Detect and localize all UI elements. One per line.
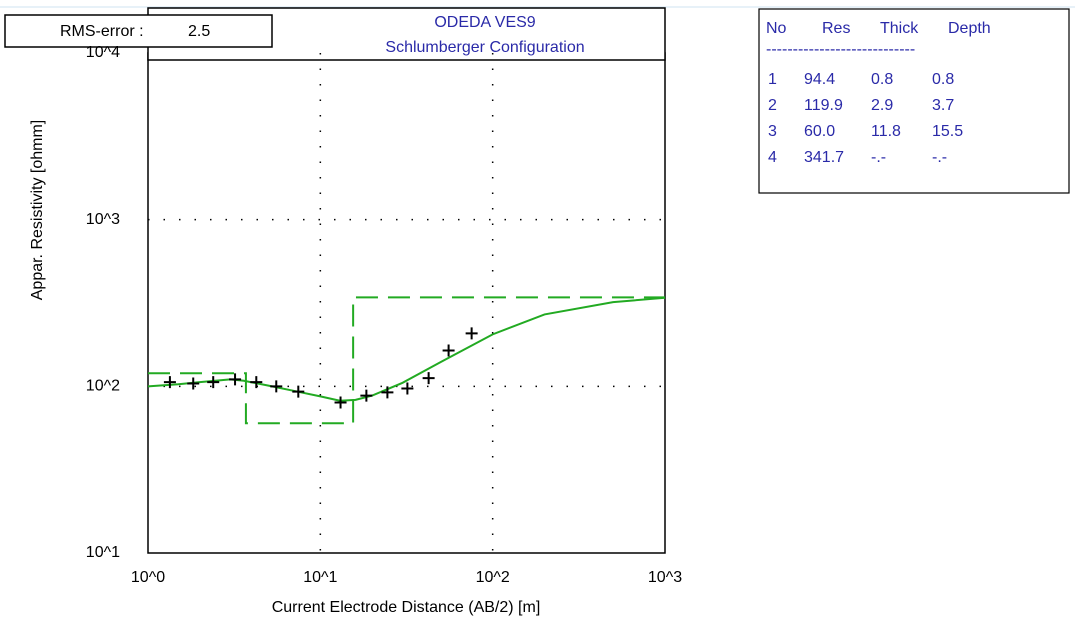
x-tick-label: 10^3 — [648, 569, 682, 586]
table-header: Res — [822, 20, 850, 37]
y-tick-label: 10^1 — [86, 544, 120, 561]
observed-point — [187, 377, 200, 390]
rms-value: 2.5 — [188, 23, 210, 40]
table-cell: 11.8 — [871, 123, 901, 140]
table-cell: 94.4 — [804, 71, 835, 88]
observed-point — [422, 372, 435, 385]
observed-point — [360, 389, 373, 402]
y-tick-label: 10^3 — [86, 211, 120, 228]
observed-point — [334, 396, 347, 409]
observed-point — [442, 344, 455, 357]
table-cell: 1 — [768, 71, 777, 88]
y-tick-label: 10^2 — [86, 378, 120, 395]
y-tick-label: 10^4 — [86, 44, 120, 61]
table-cell: 0.8 — [932, 71, 954, 88]
layer-table-box — [758, 8, 1070, 194]
observed-point — [465, 327, 478, 340]
table-header: Depth — [948, 20, 991, 37]
x-tick-label: 10^1 — [303, 569, 337, 586]
table-cell: -.- — [932, 149, 947, 166]
table-cell: 60.0 — [804, 123, 835, 140]
table-cell: 2.9 — [871, 97, 893, 114]
table-cell: 3.7 — [932, 97, 954, 114]
table-header: No — [766, 20, 787, 37]
observed-point — [381, 386, 394, 399]
x-tick-label: 10^2 — [476, 569, 510, 586]
observed-point — [270, 380, 283, 393]
x-tick-label: 10^0 — [131, 569, 165, 586]
rms-box — [4, 14, 273, 48]
table-cell: 119.9 — [804, 97, 843, 114]
table-cell: 2 — [768, 97, 777, 114]
table-cell: 15.5 — [932, 123, 963, 140]
table-separator: ---------------------------- — [766, 41, 915, 58]
table-cell: -.- — [871, 149, 886, 166]
observed-point — [250, 376, 263, 389]
table-cell: 341.7 — [804, 149, 844, 166]
observed-point — [163, 376, 176, 389]
chart-title: ODEDA VES9 — [434, 14, 535, 31]
observed-point — [401, 382, 414, 395]
rms-label: RMS-error : — [60, 23, 144, 40]
observed-point — [229, 373, 242, 386]
table-cell: 4 — [768, 149, 777, 166]
table-cell: 3 — [768, 123, 777, 140]
layer-model — [148, 296, 665, 425]
chart-subtitle: Schlumberger Configuration — [385, 39, 584, 56]
observed-point — [292, 385, 305, 398]
table-header: Thick — [880, 20, 919, 37]
x-axis-label: Current Electrode Distance (AB/2) [m] — [272, 599, 541, 616]
observed-point — [207, 376, 220, 389]
table-cell: 0.8 — [871, 71, 893, 88]
y-axis-label: Appar. Resistivity [ohmm] — [29, 120, 46, 301]
